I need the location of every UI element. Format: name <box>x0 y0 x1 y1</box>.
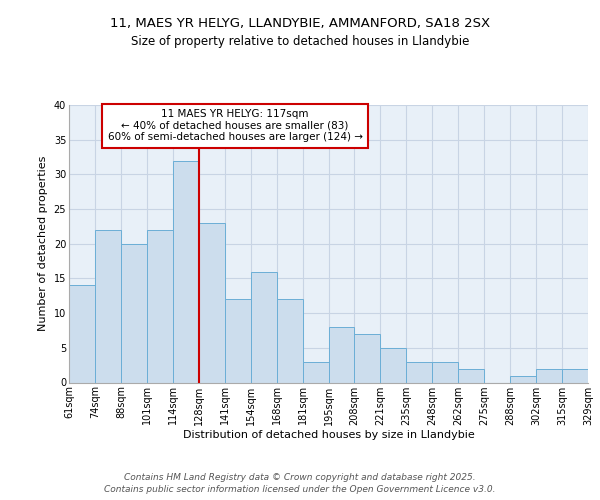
Bar <box>173 160 199 382</box>
Bar <box>562 368 588 382</box>
Bar <box>147 230 173 382</box>
Bar <box>510 376 536 382</box>
Bar <box>458 368 484 382</box>
Bar <box>121 244 147 382</box>
Text: 11 MAES YR HELYG: 117sqm
← 40% of detached houses are smaller (83)
60% of semi-d: 11 MAES YR HELYG: 117sqm ← 40% of detach… <box>107 109 362 142</box>
X-axis label: Distribution of detached houses by size in Llandybie: Distribution of detached houses by size … <box>182 430 475 440</box>
Bar <box>536 368 562 382</box>
Bar <box>277 299 302 382</box>
Bar <box>95 230 121 382</box>
Bar <box>355 334 380 382</box>
Text: Contains HM Land Registry data © Crown copyright and database right 2025.
Contai: Contains HM Land Registry data © Crown c… <box>104 472 496 494</box>
Bar <box>69 286 95 382</box>
Bar <box>329 327 355 382</box>
Bar <box>225 299 251 382</box>
Y-axis label: Number of detached properties: Number of detached properties <box>38 156 48 332</box>
Bar <box>380 348 406 382</box>
Bar <box>251 272 277 382</box>
Bar <box>406 362 432 382</box>
Text: Size of property relative to detached houses in Llandybie: Size of property relative to detached ho… <box>131 35 469 48</box>
Bar <box>302 362 329 382</box>
Bar <box>433 362 458 382</box>
Text: 11, MAES YR HELYG, LLANDYBIE, AMMANFORD, SA18 2SX: 11, MAES YR HELYG, LLANDYBIE, AMMANFORD,… <box>110 18 490 30</box>
Bar <box>199 223 224 382</box>
